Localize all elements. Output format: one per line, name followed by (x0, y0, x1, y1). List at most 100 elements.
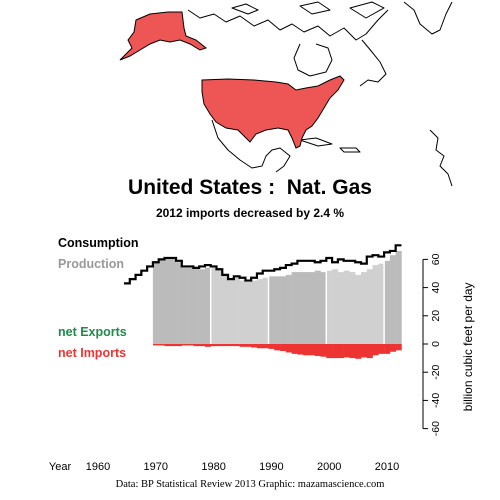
net-imports-bar (395, 344, 402, 351)
production-bar (204, 267, 212, 344)
net-imports-bar (297, 344, 304, 355)
net-imports-bar (216, 344, 223, 347)
contiguous-us-region (201, 75, 345, 149)
legend-net-exports: net Exports (58, 325, 127, 339)
net-imports-bar (199, 344, 206, 347)
production-bar (360, 272, 368, 344)
production-bar (314, 270, 321, 344)
net-imports-bar (187, 344, 194, 346)
production-bar (297, 272, 304, 344)
net-imports-bar (343, 344, 350, 358)
net-imports-bar (274, 344, 281, 351)
net-imports-bar (326, 344, 333, 359)
net-imports-bar (308, 344, 316, 356)
legend-net-imports: net Imports (58, 346, 126, 360)
greenland-coastline (403, 1, 453, 35)
net-imports-bar (233, 344, 240, 347)
arctic-island-3 (349, 1, 385, 19)
arctic-island-1 (231, 3, 259, 15)
east-canada-coastline (359, 39, 387, 87)
production-bar (152, 262, 159, 344)
production-bar (285, 274, 292, 344)
net-imports-bar (193, 344, 200, 347)
y-tick-label: -40 (430, 393, 442, 408)
mexico-coastline (211, 119, 291, 173)
alaska-region (119, 11, 208, 61)
production-bar (181, 267, 188, 344)
legend: Consumption Production net Exports net Impo… (58, 236, 139, 360)
production-bar (274, 276, 281, 344)
production-bar (395, 250, 402, 344)
net-imports-bar (158, 344, 165, 346)
net-imports-bar (349, 344, 356, 359)
production-bar (239, 280, 246, 344)
production-bar (251, 280, 258, 344)
source-credit: Data: BP Statistical Review 2013 Graphic… (115, 479, 385, 490)
y-tick-label: 40 (430, 282, 442, 294)
production-bar (384, 260, 391, 344)
net-imports-bar (152, 344, 159, 346)
net-imports-bar (228, 344, 235, 347)
net-imports-bar (222, 344, 229, 347)
net-imports-bar (164, 344, 171, 347)
net-imports-bar (384, 344, 391, 354)
net-imports-bar (181, 344, 188, 346)
production-bar (349, 272, 356, 344)
cuba (299, 137, 333, 147)
x-tick-label: 2000 (317, 461, 341, 473)
x-axis-label: Year (49, 461, 72, 473)
plot-area (124, 244, 402, 359)
production-bar (268, 276, 275, 344)
canada-arctic-coastline (187, 9, 389, 41)
x-tick-label: 1970 (144, 461, 168, 473)
y-tick-label: -20 (430, 364, 442, 379)
x-tick-label: 1990 (259, 461, 283, 473)
production-bar (291, 272, 298, 344)
production-bar (245, 281, 252, 344)
production-bar (210, 267, 217, 344)
net-imports-bar (355, 344, 362, 359)
net-imports-bar (389, 344, 396, 352)
production-bar (233, 277, 240, 344)
net-imports-bar (320, 344, 327, 357)
y-tick-label: 0 (430, 341, 442, 347)
y-tick-label: 60 (430, 253, 442, 265)
net-imports-bar (176, 344, 183, 347)
net-imports-bar (285, 344, 292, 353)
production-bar (372, 265, 379, 344)
production-bar (332, 269, 339, 344)
net-imports-bar (372, 344, 379, 356)
production-bar (228, 280, 235, 344)
net-imports-bar (204, 344, 212, 347)
production-bar (176, 262, 183, 344)
net-imports-bar (245, 344, 252, 347)
consumption-line (124, 244, 402, 285)
net-imports-bar (251, 344, 258, 348)
production-bar (366, 269, 373, 344)
greater-antilles (339, 147, 361, 153)
chart-subtitle: 2012 imports decreased by 2.4 % (155, 206, 345, 220)
production-bar (170, 259, 177, 344)
y-tick-label: 20 (430, 310, 442, 322)
net-imports-bar (360, 344, 368, 358)
production-bar (193, 267, 200, 344)
production-bar (280, 276, 287, 344)
north-america-map (187, 1, 453, 187)
production-bar (216, 269, 223, 344)
net-imports-bar (210, 344, 217, 347)
arctic-island-2 (299, 1, 331, 15)
net-imports-bar (262, 344, 269, 349)
chart-title: United States : Nat. Gas (128, 176, 372, 199)
production-bar (389, 255, 396, 344)
production-bar (337, 272, 344, 344)
net-imports-bar (291, 344, 298, 354)
production-bar (303, 272, 310, 344)
x-axis: Year 1960 1970 1980 1990 2000 2010 (49, 461, 399, 473)
hudson-bay-coastline (293, 43, 333, 77)
net-imports-bar (280, 344, 287, 352)
x-tick-label: 1980 (201, 461, 225, 473)
y-axis-label: billion cubic feet per day (461, 282, 475, 411)
production-bar (378, 263, 385, 344)
x-tick-label: 2010 (375, 461, 399, 473)
